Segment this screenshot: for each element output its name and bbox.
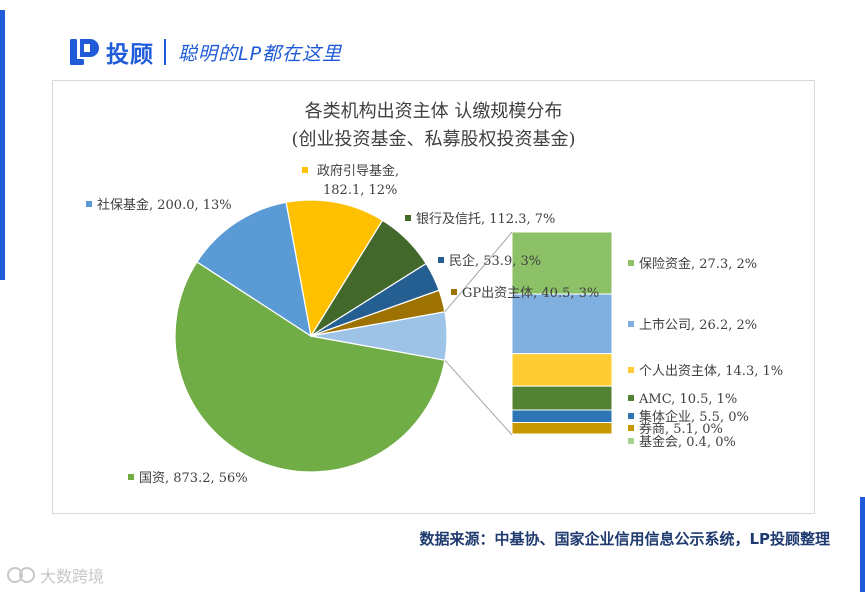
pie-label-private-marker xyxy=(438,257,444,263)
pie-label-bank-marker xyxy=(405,215,411,221)
pie-slice xyxy=(285,199,384,338)
bar-label: AMC, 10.5, 1% xyxy=(638,392,737,407)
lp-logo-icon xyxy=(70,39,99,65)
bar-segment xyxy=(511,293,613,355)
pie-label-yindao-line1: 政府引导基金, xyxy=(317,163,399,179)
brand-header: 投顾 聪明的LP都在这里 xyxy=(68,32,342,72)
bar-label: 基金会, 0.4, 0% xyxy=(639,434,736,450)
bar-label-marker xyxy=(628,395,634,401)
pie-label-guozi: 国资, 873.2, 56% xyxy=(139,471,248,486)
pie-label-yindao-marker xyxy=(302,167,308,173)
bar-segment xyxy=(511,231,613,295)
chart-panel: 各类机构出资主体 认缴规模分布 (创业投资基金、私募股权投资基金) 社保基金, … xyxy=(52,80,815,514)
bar-segment xyxy=(511,433,613,436)
pie-slice xyxy=(310,311,448,361)
bar-label-marker xyxy=(628,438,634,444)
pie-label-shebao-marker xyxy=(86,201,92,207)
bar-label: 保险资金, 27.3, 2% xyxy=(639,256,757,272)
bar-label: 集体企业, 5.5, 0% xyxy=(639,409,749,425)
chart-title: 各类机构出资主体 认缴规模分布 xyxy=(304,101,563,122)
watermark-logo-icon xyxy=(7,567,35,583)
brand-slogan: 聪明的LP都在这里 xyxy=(178,42,343,65)
bar-segment xyxy=(511,385,613,411)
watermark-text: 大数跨境 xyxy=(40,567,105,586)
pie-slice xyxy=(174,261,446,473)
pie-label-bank: 银行及信托, 112.3, 7% xyxy=(416,212,555,227)
bar-label: 个人出资主体, 14.3, 1% xyxy=(639,364,783,379)
watermark: 大数跨境 xyxy=(6,563,104,587)
pie-label-yindao-line2: 182.1, 12% xyxy=(323,183,397,198)
brand-divider xyxy=(164,39,166,65)
connector-line xyxy=(444,359,513,436)
right-accent-bar xyxy=(860,497,865,592)
bar-segment xyxy=(511,353,613,387)
pie-label-shebao: 社保基金, 200.0, 13% xyxy=(97,197,232,213)
bar-label-marker xyxy=(628,367,634,373)
bar-label-marker xyxy=(628,260,634,266)
brand-name: 投顾 xyxy=(106,42,154,68)
chart-subtitle: (创业投资基金、私募股权投资基金) xyxy=(291,129,576,150)
left-accent-bar xyxy=(0,10,5,280)
pie-slice xyxy=(196,201,312,338)
data-source-note: 数据来源：中基协、国家企业信用信息公示系统，LP投顾整理 xyxy=(419,530,830,548)
connector-line xyxy=(444,231,513,313)
bar-label: 券商, 5.1, 0% xyxy=(639,421,723,437)
pie-label-gp-marker xyxy=(451,289,457,295)
bar-segment xyxy=(511,409,613,423)
bar-of-pie-chart: 社保基金, 200.0, 13% 政府引导基金, 182.1, 12% 银行及信托, … xyxy=(86,163,783,486)
pie-label-private: 民企, 53.9, 3% xyxy=(449,253,541,269)
pie-label-guozi-marker xyxy=(128,474,134,480)
bar-segment xyxy=(511,421,613,435)
bar-label: 上市公司, 26.2, 2% xyxy=(639,317,757,333)
bar-label-marker xyxy=(628,321,634,327)
pie-label-gp: GP出资主体, 40.5, 3% xyxy=(462,286,599,301)
bar-label-marker xyxy=(628,413,634,419)
bar-label-marker xyxy=(628,425,634,431)
